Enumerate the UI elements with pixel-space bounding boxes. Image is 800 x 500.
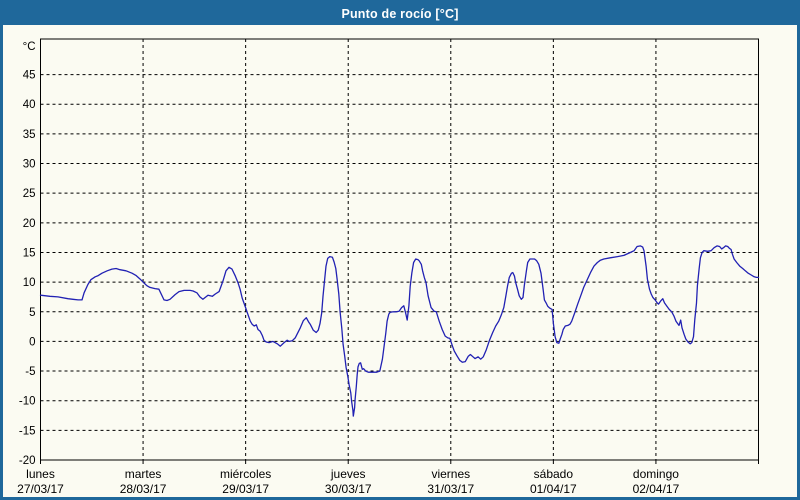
y-tick-label: 20 xyxy=(23,218,36,230)
x-day-label: domingo xyxy=(633,467,679,481)
x-date-label: 27/03/17 xyxy=(17,482,64,496)
x-day-label: miércoles xyxy=(220,467,271,481)
dew-point-line xyxy=(39,245,760,417)
y-tick-label: -10 xyxy=(19,396,36,408)
x-date-label: 29/03/17 xyxy=(222,482,269,496)
x-date-label: 01/04/17 xyxy=(530,482,577,496)
plot-border xyxy=(40,38,759,461)
y-axis-unit-label: °C xyxy=(23,41,36,53)
x-day-label: sábado xyxy=(534,467,574,481)
y-tick-label: 5 xyxy=(29,307,35,319)
y-tick-label: 35 xyxy=(23,129,36,141)
x-date-label: 31/03/17 xyxy=(427,482,474,496)
x-day-label: lunes xyxy=(26,467,55,481)
y-tick-label: -5 xyxy=(25,366,35,378)
x-date-label: 02/04/17 xyxy=(633,482,680,496)
y-tick-label: 0 xyxy=(29,336,35,348)
window-titlebar: Punto de rocío [°C] xyxy=(3,3,797,25)
y-tick-label: 45 xyxy=(23,70,36,82)
y-tick-label: -20 xyxy=(19,455,36,467)
x-day-label: martes xyxy=(125,467,162,481)
y-tick-label: 40 xyxy=(23,99,36,111)
y-tick-label: 30 xyxy=(23,159,36,171)
y-tick-label: 10 xyxy=(23,277,36,289)
window-title: Punto de rocío [°C] xyxy=(341,7,459,21)
y-tick-label: 15 xyxy=(23,247,36,259)
chart-area: 45 40 35 30 25 20 15 10 5 0 -5 -10 -15 -20 °C lunes 27/0… xyxy=(3,25,797,497)
x-day-label: viernes xyxy=(431,467,470,481)
y-tick-label: 25 xyxy=(23,188,36,200)
y-tick-label: -15 xyxy=(19,425,36,437)
chart-canvas: 45 40 35 30 25 20 15 10 5 0 -5 -10 -15 -20 °C lunes27/0… xyxy=(17,38,760,496)
x-day-label: jueves xyxy=(330,467,366,481)
x-date-label: 28/03/17 xyxy=(120,482,167,496)
x-date-label: 30/03/17 xyxy=(325,482,372,496)
